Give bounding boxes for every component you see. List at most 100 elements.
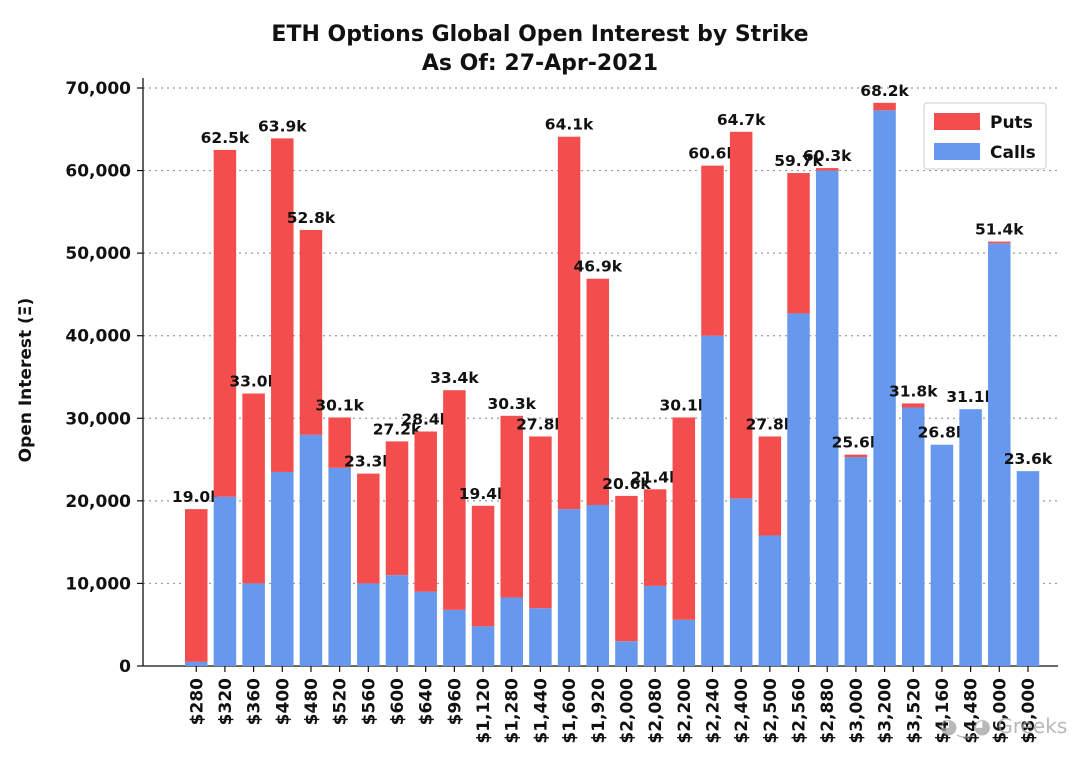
y-tick-label: 40,000	[65, 327, 131, 347]
bar-puts	[902, 403, 925, 408]
y-tick-label: 10,000	[65, 574, 131, 594]
bar-puts	[271, 138, 294, 472]
data-label: 26.8k	[918, 424, 967, 442]
bar-puts	[299, 230, 323, 435]
bar-calls	[471, 626, 495, 666]
data-label: 27.8k	[516, 415, 565, 433]
data-label: 60.3k	[803, 147, 852, 165]
y-tick-label: 60,000	[65, 162, 131, 182]
x-tick-label: $2,400	[732, 678, 752, 744]
legend-swatch-calls	[934, 143, 980, 160]
data-label: 27.8k	[746, 415, 795, 433]
x-tick-label: $280	[187, 678, 207, 725]
bar-puts	[729, 131, 753, 499]
x-tick-label: $8,000	[1019, 678, 1039, 744]
x-tick-label: $2,240	[703, 678, 723, 744]
x-tick-label: $3,520	[904, 678, 924, 744]
x-tick-label: $400	[273, 678, 293, 725]
legend-swatch-puts	[934, 113, 980, 130]
bar-calls	[557, 509, 581, 666]
data-label: 31.8k	[889, 382, 938, 400]
x-tick-label: $2,080	[646, 678, 666, 744]
bar-calls	[242, 583, 265, 666]
data-label: 64.1k	[545, 116, 594, 134]
x-tick-label: $2,880	[818, 678, 838, 744]
bar-calls	[902, 407, 925, 666]
bar-puts	[213, 149, 237, 497]
data-label: 33.4k	[430, 369, 479, 387]
legend-label-puts: Puts	[990, 113, 1033, 133]
bar-puts	[357, 473, 380, 584]
bar-puts	[385, 441, 409, 576]
bar-calls	[787, 313, 810, 666]
bar-puts	[500, 415, 523, 598]
data-label: 21.4k	[631, 468, 680, 486]
y-tick-label: 0	[119, 657, 131, 677]
x-tick-label: $320	[216, 678, 236, 725]
x-tick-label: $520	[331, 678, 351, 725]
bar-puts	[443, 390, 466, 610]
x-tick-label: $1,600	[560, 678, 580, 744]
bar-calls	[443, 609, 466, 666]
bar-calls	[701, 335, 724, 666]
data-label: 30.1k	[660, 396, 709, 414]
data-label: 30.1k	[315, 396, 364, 414]
x-tick-label: $3,200	[876, 678, 896, 744]
x-tick-label: $640	[417, 678, 437, 725]
data-label: 28.4k	[401, 410, 450, 428]
x-tick-label: $4,480	[962, 678, 982, 744]
data-label: 46.9k	[573, 258, 622, 276]
bar-puts	[586, 278, 610, 505]
bar-puts	[242, 393, 265, 584]
x-tick-label: $1,920	[589, 678, 609, 744]
bar-puts	[988, 241, 1011, 244]
bar-calls	[414, 591, 437, 666]
data-label: 19.4k	[459, 485, 508, 503]
bar-calls	[643, 585, 667, 666]
bar-puts	[758, 436, 782, 536]
y-tick-label: 70,000	[65, 79, 131, 99]
x-tick-label: $3,000	[847, 678, 867, 744]
data-label: 30.3k	[487, 395, 536, 413]
bar-calls	[357, 583, 380, 666]
x-tick-label: $1,440	[531, 678, 551, 744]
watermark: ◕‿◕ Greeks	[940, 714, 1067, 738]
bar-calls	[1016, 471, 1040, 666]
bar-puts	[844, 454, 868, 458]
bar-puts	[615, 495, 638, 642]
data-label: 68.2k	[860, 82, 909, 100]
x-tick-label: $480	[302, 678, 322, 725]
y-tick-label: 30,000	[65, 409, 131, 429]
bar-puts	[185, 509, 208, 662]
bar-calls	[271, 471, 294, 666]
legend-label-calls: Calls	[990, 143, 1036, 163]
data-label: 27.2k	[373, 420, 422, 438]
bar-puts	[815, 168, 839, 171]
data-label: 62.5k	[201, 129, 250, 147]
bar-puts	[557, 136, 581, 510]
bar-calls	[815, 170, 839, 667]
x-tick-label: $4,160	[933, 678, 953, 744]
data-label: 33.0k	[229, 373, 278, 391]
bar-calls	[672, 619, 696, 666]
bar-calls	[615, 641, 638, 666]
x-tick-label: $1,120	[474, 678, 494, 744]
bar-puts	[643, 489, 667, 586]
chart-title: ETH Options Global Open Interest by Stri…	[271, 22, 809, 47]
bar-calls	[729, 498, 753, 666]
bar-puts	[672, 417, 696, 620]
x-tick-label: $2,560	[790, 678, 810, 744]
x-tick-label: $2,500	[761, 678, 781, 744]
data-label: 59.7k	[774, 152, 823, 170]
data-label: 31.1k	[946, 388, 995, 406]
data-label: 19.0k	[172, 488, 221, 506]
data-label: 64.7k	[717, 111, 766, 129]
data-label: 60.6k	[688, 145, 737, 163]
bar-calls	[328, 467, 351, 666]
bar-puts	[873, 102, 896, 111]
x-tick-label: $2,000	[617, 678, 637, 744]
bar-calls	[385, 575, 409, 666]
x-tick-label: $960	[445, 678, 465, 725]
bar-calls	[988, 243, 1011, 666]
bar-puts	[701, 165, 724, 336]
